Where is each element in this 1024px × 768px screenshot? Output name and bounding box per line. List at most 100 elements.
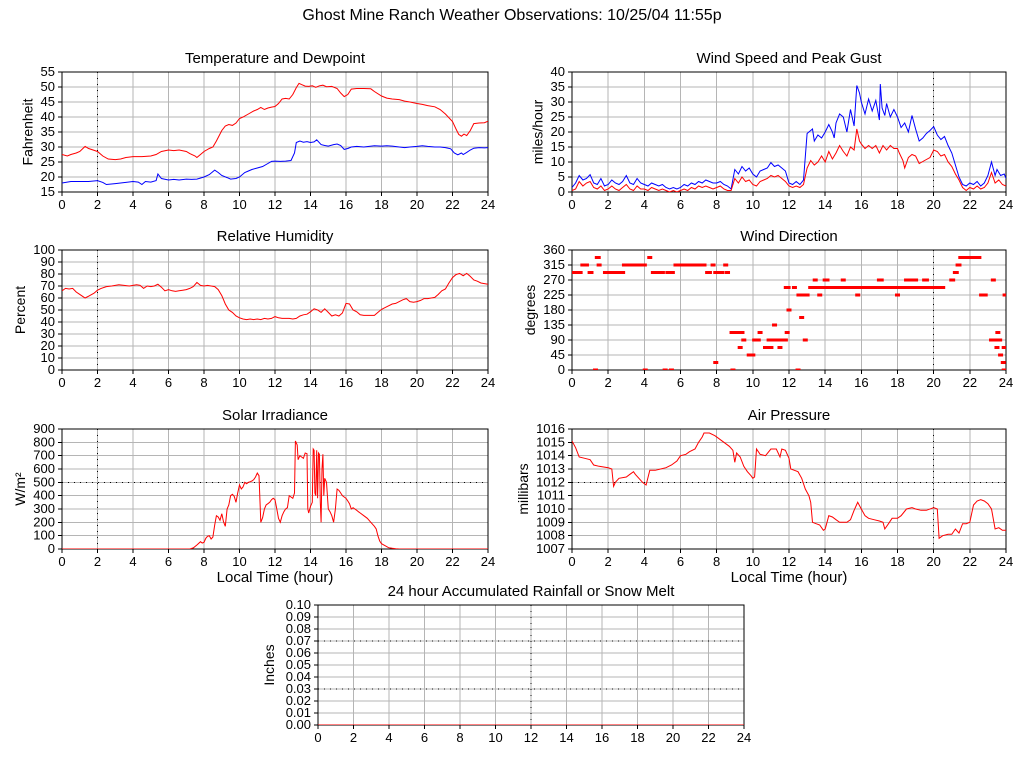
y-tick-label: 50 (41, 79, 55, 94)
x-tick-label: 0 (58, 375, 65, 390)
x-tick-label: 4 (129, 554, 136, 569)
y-tick-label: 1013 (536, 461, 565, 476)
chart-title: Solar Irradiance (222, 407, 328, 424)
x-tick-label: 6 (677, 554, 684, 569)
x-tick-label: 18 (630, 730, 644, 745)
y-tick-label: 20 (551, 124, 565, 139)
x-tick-label: 20 (926, 554, 940, 569)
x-tick-label: 2 (605, 197, 612, 212)
axis-ticks (58, 249, 489, 374)
x-tick-label: 10 (232, 197, 246, 212)
y-tick-label: 0 (48, 541, 55, 556)
y-axis-label: miles/hour (529, 99, 545, 164)
x-tick-label: 4 (641, 554, 648, 569)
y-axis-label: millibars (515, 463, 531, 514)
y-tick-label: 10 (551, 154, 565, 169)
x-tick-label: 6 (165, 375, 172, 390)
x-tick-label: 22 (445, 554, 459, 569)
x-tick-label: 10 (232, 375, 246, 390)
tick-labels: 0 2 4 6 8 10 12 14 16 18 20 22 240102030405060708090… (33, 242, 495, 390)
y-tick-label: 900 (33, 421, 55, 436)
y-tick-label: 15 (41, 184, 55, 199)
y-tick-label: 20 (41, 169, 55, 184)
x-tick-label: 12 (268, 375, 282, 390)
y-tick-label: 15 (551, 139, 565, 154)
chart-title: Wind Speed and Peak Gust (696, 50, 882, 67)
x-tick-label: 8 (200, 375, 207, 390)
chart-title: 24 hour Accumulated Rainfall or Snow Mel… (388, 583, 676, 600)
y-tick-label: 315 (543, 257, 565, 272)
x-tick-label: 2 (350, 730, 357, 745)
axis-ticks (568, 249, 1007, 374)
x-tick-label: 16 (595, 730, 609, 745)
chart-wind: 0 2 4 6 8 10 12 14 16 18 20 22 240510152025303540Win… (529, 50, 1013, 212)
x-tick-label: 6 (165, 197, 172, 212)
y-tick-label: 100 (33, 242, 55, 257)
y-tick-label: 0.06 (286, 645, 311, 660)
axis-ticks (314, 604, 745, 729)
axis-ticks (58, 71, 489, 196)
x-tick-label: 2 (605, 375, 612, 390)
x-tick-label: 10 (746, 554, 760, 569)
x-axis-label: Local Time (hour) (217, 569, 334, 586)
y-tick-label: 90 (551, 332, 565, 347)
y-tick-label: 40 (551, 64, 565, 79)
x-tick-label: 8 (200, 197, 207, 212)
grid (62, 250, 488, 370)
x-tick-label: 24 (737, 730, 751, 745)
x-tick-label: 0 (58, 197, 65, 212)
x-tick-label: 6 (677, 197, 684, 212)
chart-pressure: 0 2 4 6 8 10 12 14 16 18 20 22 241007100810091010101… (515, 407, 1013, 586)
y-tick-label: 180 (543, 302, 565, 317)
x-tick-label: 20 (666, 730, 680, 745)
y-tick-label: 0 (558, 184, 565, 199)
x-tick-label: 20 (410, 554, 424, 569)
tick-labels: 0 2 4 6 8 10 12 14 16 18 20 22 240.000.010.020.030.0… (286, 597, 752, 745)
y-tick-label: 90 (41, 254, 55, 269)
y-tick-label: 70 (41, 278, 55, 293)
y-tick-label: 25 (551, 109, 565, 124)
series-wind_direction (572, 256, 1006, 370)
y-tick-label: 0.08 (286, 621, 311, 636)
x-tick-label: 4 (129, 375, 136, 390)
x-tick-label: 14 (303, 554, 317, 569)
x-tick-label: 20 (926, 375, 940, 390)
y-axis-label: W/m² (12, 472, 28, 506)
y-tick-label: 20 (41, 338, 55, 353)
x-tick-label: 6 (165, 554, 172, 569)
x-tick-label: 16 (854, 375, 868, 390)
x-tick-label: 0 (58, 554, 65, 569)
y-tick-label: 225 (543, 287, 565, 302)
y-tick-label: 270 (543, 272, 565, 287)
x-tick-label: 22 (963, 554, 977, 569)
axis-ticks (568, 71, 1007, 196)
y-tick-label: 1008 (536, 528, 565, 543)
y-tick-label: 0.03 (286, 681, 311, 696)
x-tick-label: 2 (94, 554, 101, 569)
x-tick-label: 8 (713, 375, 720, 390)
y-tick-label: 135 (543, 317, 565, 332)
y-tick-label: 1012 (536, 474, 565, 489)
y-tick-label: 0.00 (286, 717, 311, 732)
x-tick-label: 4 (641, 197, 648, 212)
y-tick-label: 0.07 (286, 633, 311, 648)
y-tick-label: 300 (33, 501, 55, 516)
y-tick-label: 1011 (537, 488, 565, 503)
y-tick-label: 5 (558, 169, 565, 184)
x-tick-label: 8 (456, 730, 463, 745)
y-tick-label: 1010 (536, 501, 565, 516)
x-tick-label: 14 (559, 730, 573, 745)
y-tick-label: 700 (33, 448, 55, 463)
x-tick-label: 24 (481, 554, 495, 569)
grid (572, 429, 1006, 549)
x-tick-label: 20 (926, 197, 940, 212)
y-tick-label: 60 (41, 290, 55, 305)
x-tick-label: 12 (782, 375, 796, 390)
y-tick-label: 1016 (536, 421, 565, 436)
y-tick-label: 600 (33, 461, 55, 476)
x-tick-label: 20 (410, 197, 424, 212)
x-tick-label: 12 (524, 730, 538, 745)
tick-labels: 0 2 4 6 8 10 12 14 16 18 20 22 240459013518022527031… (543, 242, 1013, 390)
